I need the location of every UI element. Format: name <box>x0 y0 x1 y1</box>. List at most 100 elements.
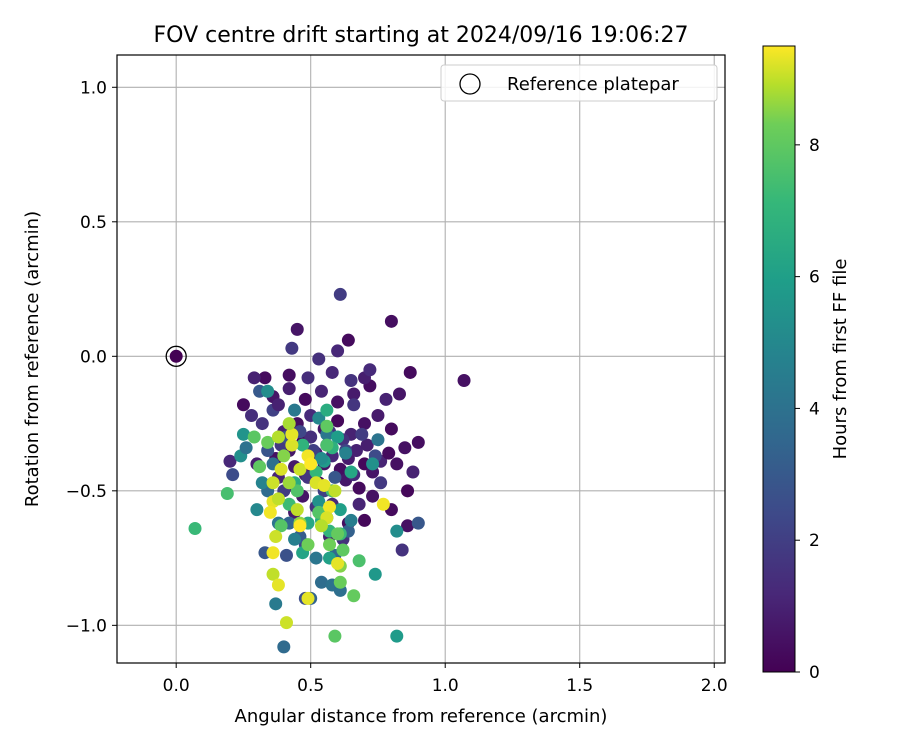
data-point-36 <box>347 387 361 401</box>
data-point-99 <box>344 374 358 388</box>
data-point-125 <box>239 441 253 455</box>
data-point-57 <box>331 344 345 358</box>
data-point-20 <box>358 417 372 431</box>
x-tick-label-4: 2.0 <box>701 676 728 696</box>
data-point-124 <box>236 427 250 441</box>
data-point-18 <box>331 414 345 428</box>
data-point-193 <box>285 427 299 441</box>
colorbar-tick-label-2: 4 <box>809 399 820 419</box>
data-point-32 <box>282 382 296 396</box>
legend-box <box>440 64 718 102</box>
data-point-128 <box>288 403 302 417</box>
data-point-188 <box>269 530 283 544</box>
data-point-69 <box>395 543 409 557</box>
data-point-191 <box>266 546 280 560</box>
data-point-35 <box>331 395 345 409</box>
x-tick-label-0: 0.0 <box>163 676 190 696</box>
data-point-38 <box>379 392 393 406</box>
data-point-187 <box>271 492 285 506</box>
data-point-169 <box>331 527 345 541</box>
data-point-161 <box>253 460 267 474</box>
x-tick-label-2: 1.0 <box>432 676 459 696</box>
data-point-131 <box>339 446 353 460</box>
data-point-175 <box>347 589 361 603</box>
data-point-48 <box>398 441 412 455</box>
data-point-177 <box>301 538 315 552</box>
data-point-129 <box>312 411 326 425</box>
x-tick-label-1: 0.5 <box>297 676 324 696</box>
colorbar-label: Hours from first FF file <box>830 259 851 460</box>
data-point-39 <box>304 430 318 444</box>
data-point-167 <box>320 438 334 452</box>
reference-point <box>169 349 183 363</box>
data-point-33 <box>298 392 312 406</box>
colorbar-tick-label-4: 8 <box>809 136 820 156</box>
data-point-34 <box>314 384 328 398</box>
data-point-140 <box>366 457 380 471</box>
colorbar-bar <box>762 45 796 673</box>
data-point-192 <box>285 438 299 452</box>
data-point-142 <box>390 524 404 538</box>
legend: Reference platepar <box>440 64 718 102</box>
y-tick-label-3: −0.5 <box>66 482 107 502</box>
plot-frame <box>116 54 726 664</box>
y-tick-label-2: 0.0 <box>80 347 107 367</box>
data-point-50 <box>401 484 415 498</box>
data-point-94 <box>328 470 342 484</box>
data-point-104 <box>279 548 293 562</box>
x-axis-label: Angular distance from reference (arcmin) <box>235 706 608 727</box>
data-point-194 <box>282 417 296 431</box>
data-point-58 <box>312 352 326 366</box>
data-point-44 <box>360 438 374 452</box>
data-point-49 <box>406 465 420 479</box>
data-point-63 <box>236 398 250 412</box>
y-axis-label: Rotation from reference (arcmin) <box>22 211 43 507</box>
data-point-29 <box>352 481 366 495</box>
colorbar: 0 2 4 6 8 Hours from first FF file <box>762 45 851 683</box>
data-point-144 <box>368 567 382 581</box>
data-point-174 <box>352 554 366 568</box>
data-point-195 <box>293 462 307 476</box>
data-point-21 <box>371 408 385 422</box>
data-point-153 <box>314 452 328 466</box>
data-point-186 <box>263 505 277 519</box>
data-point-176 <box>328 629 342 643</box>
data-point-168 <box>320 419 334 433</box>
data-point-47 <box>245 408 259 422</box>
data-point-122 <box>255 476 269 490</box>
data-point-95 <box>374 476 388 490</box>
colorbar-ticks: 0 2 4 6 8 <box>795 136 820 683</box>
data-point-55 <box>384 314 398 328</box>
data-point-208 <box>331 556 345 570</box>
data-point-45 <box>258 371 272 385</box>
reference-ring <box>165 345 187 367</box>
data-point-189 <box>266 567 280 581</box>
data-point-197 <box>304 457 318 471</box>
data-point-54 <box>457 374 471 388</box>
data-point-141 <box>371 433 385 447</box>
data-point-88 <box>355 427 369 441</box>
data-point-179 <box>290 503 304 517</box>
points-layer <box>188 287 471 654</box>
data-point-51 <box>411 435 425 449</box>
data-point-134 <box>312 495 326 509</box>
data-point-200 <box>323 500 337 514</box>
y-tick-label-1: 0.5 <box>80 213 107 233</box>
data-point-116 <box>288 532 302 546</box>
data-point-64 <box>247 371 261 385</box>
data-point-12 <box>382 446 396 460</box>
data-point-181 <box>277 449 291 463</box>
data-point-61 <box>333 287 347 301</box>
data-point-136 <box>333 503 347 517</box>
colorbar-tick-label-3: 6 <box>809 268 820 288</box>
data-point-66 <box>226 468 240 482</box>
data-point-96 <box>347 398 361 412</box>
data-point-74 <box>358 513 372 527</box>
data-point-13 <box>390 457 404 471</box>
data-point-127 <box>261 384 275 398</box>
reference-layer <box>165 345 187 367</box>
data-point-75 <box>352 497 366 511</box>
data-point-53 <box>403 365 417 379</box>
x-ticks: 0.0 0.5 1.0 1.5 2.0 <box>163 663 728 696</box>
